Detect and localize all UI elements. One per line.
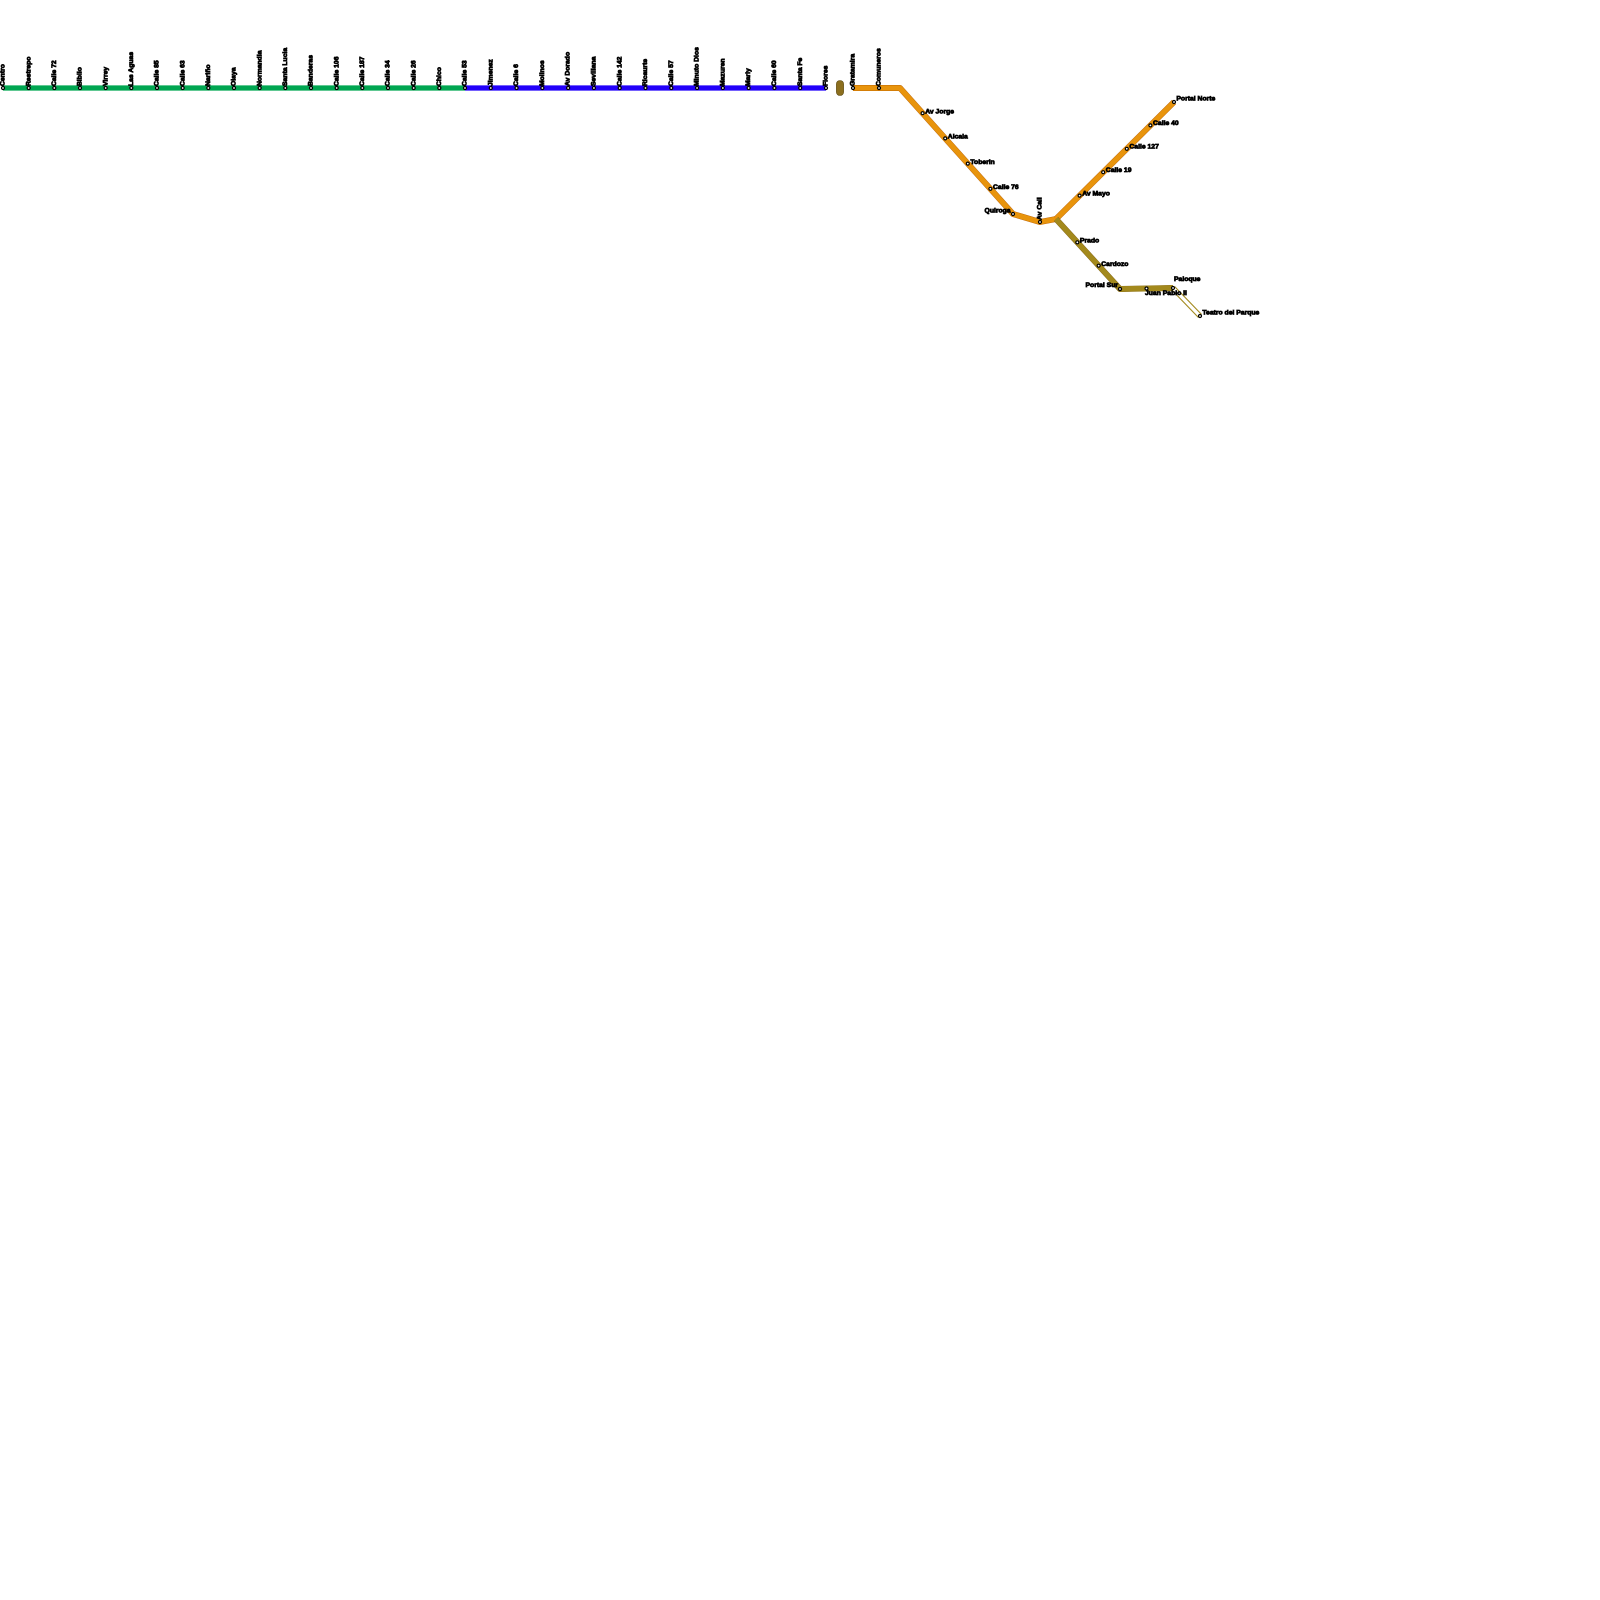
svg-text:Alcala: Alcala — [948, 134, 968, 141]
svg-text:Nariño: Nariño — [205, 64, 212, 86]
svg-text:Teatro del Parque: Teatro del Parque — [1202, 309, 1259, 316]
svg-text:Marly: Marly — [745, 68, 752, 86]
svg-text:Juan Pablo II: Juan Pablo II — [1145, 290, 1187, 297]
svg-text:Quiroga: Quiroga — [985, 207, 1011, 214]
svg-text:Prado: Prado — [1080, 238, 1099, 245]
svg-text:Calle 34: Calle 34 — [385, 60, 392, 86]
svg-text:Calle 127: Calle 127 — [1129, 144, 1159, 151]
svg-text:Calle 40: Calle 40 — [1153, 120, 1179, 127]
svg-text:Gratamira: Gratamira — [850, 54, 857, 86]
svg-text:Normandia: Normandia — [256, 50, 263, 86]
svg-text:Biblio: Biblio — [77, 67, 84, 86]
svg-text:Mazuren: Mazuren — [719, 58, 726, 86]
svg-text:Restrepo: Restrepo — [25, 57, 32, 86]
svg-text:Portal Sur: Portal Sur — [1086, 282, 1119, 289]
svg-text:Santa Fe: Santa Fe — [797, 57, 804, 86]
svg-text:Cardozo: Cardozo — [1101, 261, 1128, 268]
svg-text:Paloque: Paloque — [1174, 276, 1201, 283]
svg-text:Av Dorado: Av Dorado — [565, 52, 572, 86]
svg-text:Portal Norte: Portal Norte — [1176, 95, 1215, 102]
svg-text:Calle 85: Calle 85 — [154, 60, 161, 86]
svg-text:Sevillana: Sevillana — [591, 56, 598, 86]
svg-text:Olaya: Olaya — [231, 67, 238, 86]
svg-text:Ricaurte: Ricaurte — [642, 59, 649, 86]
svg-text:Calle 76: Calle 76 — [993, 184, 1019, 191]
svg-text:Minuto Dios: Minuto Dios — [694, 47, 701, 86]
svg-text:Calle 26: Calle 26 — [410, 60, 417, 86]
svg-text:Av Mayo: Av Mayo — [1082, 190, 1110, 197]
svg-text:Calle 63: Calle 63 — [179, 60, 186, 86]
svg-text:Banderas: Banderas — [308, 55, 315, 86]
svg-text:Centro: Centro — [0, 64, 7, 86]
svg-text:Av Jorge: Av Jorge — [925, 109, 954, 116]
svg-text:Toberin: Toberin — [970, 159, 994, 166]
svg-text:Calle 142: Calle 142 — [616, 56, 623, 86]
svg-text:Calle 187: Calle 187 — [359, 56, 366, 86]
svg-text:Calle 6: Calle 6 — [513, 64, 520, 86]
svg-text:Santa Lucia: Santa Lucia — [282, 48, 289, 86]
svg-text:Comuneros: Comuneros — [876, 48, 883, 86]
svg-text:Calle 57: Calle 57 — [668, 60, 675, 86]
svg-text:Las Aguas: Las Aguas — [128, 52, 135, 86]
svg-text:Calle 60: Calle 60 — [771, 60, 778, 86]
svg-text:Calle 72: Calle 72 — [51, 60, 58, 86]
svg-text:Calle 53: Calle 53 — [462, 60, 469, 86]
svg-text:Flores: Flores — [823, 65, 830, 86]
svg-text:Virrey: Virrey — [102, 67, 109, 86]
svg-text:Molinos: Molinos — [539, 60, 546, 86]
svg-text:Calle 106: Calle 106 — [333, 56, 340, 86]
svg-text:Jimenez: Jimenez — [487, 59, 494, 86]
svg-text:Av Cali: Av Cali — [1037, 197, 1044, 220]
svg-text:Calle 19: Calle 19 — [1106, 167, 1132, 174]
svg-text:Chico: Chico — [436, 67, 443, 86]
